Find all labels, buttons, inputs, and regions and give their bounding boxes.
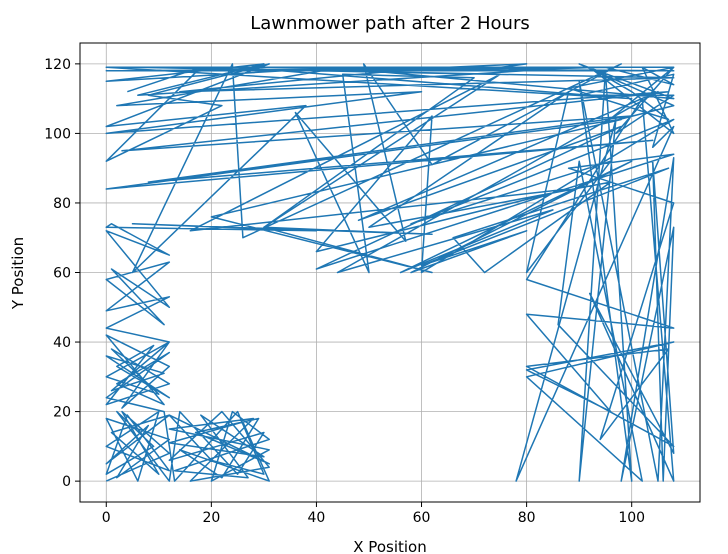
y-tick-label: 100 (44, 126, 71, 142)
y-tick-label: 0 (62, 474, 71, 490)
x-tick-label: 0 (102, 510, 111, 526)
y-tick-label: 60 (53, 266, 71, 282)
x-tick-label: 60 (413, 510, 431, 526)
x-tick-label: 100 (618, 510, 645, 526)
y-tick-label: 40 (53, 335, 71, 351)
x-tick-label: 40 (308, 510, 326, 526)
x-tick-label: 80 (518, 510, 536, 526)
y-tick-label: 20 (53, 405, 71, 421)
chart-title: Lawnmower path after 2 Hours (250, 13, 530, 34)
plot-area (105, 63, 675, 482)
y-tick-label: 120 (44, 57, 71, 73)
series-line-0 (105, 63, 675, 482)
x-tick-label: 20 (202, 510, 220, 526)
y-tick-label: 80 (53, 196, 71, 212)
axis-ticks: 0 20 40 60 80 100 0 20 40 60 80 100 120 (44, 57, 645, 526)
y-axis-label: Y Position (9, 237, 27, 310)
x-axis-label: X Position (353, 538, 426, 554)
